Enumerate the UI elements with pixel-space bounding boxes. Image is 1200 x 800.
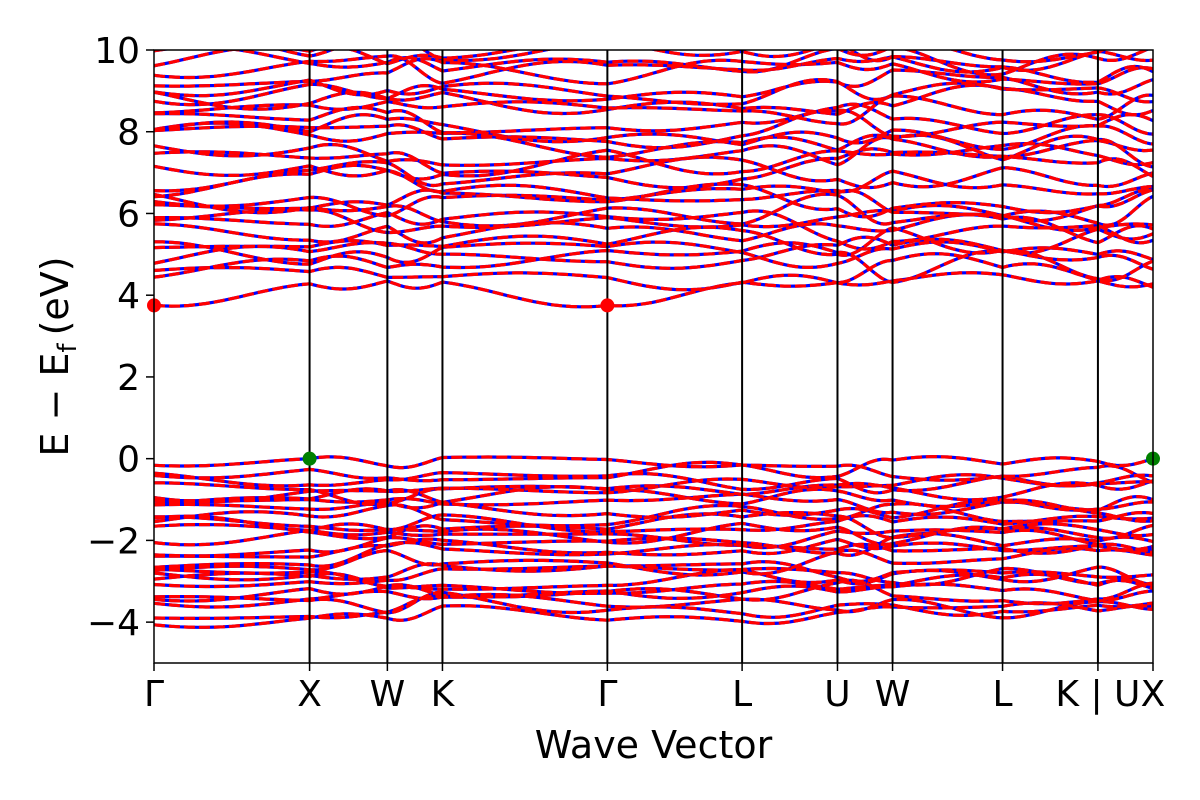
band-line-red xyxy=(154,83,1153,117)
x-tick-label: Γ xyxy=(597,674,617,715)
cbm-marker xyxy=(600,298,615,313)
y-tick-label: 2 xyxy=(117,358,140,399)
band-line-red xyxy=(154,590,1153,619)
y-axis-title-sub: f xyxy=(53,343,83,353)
band-line-red xyxy=(154,142,1153,181)
y-axis-title: E − Ef (eV) xyxy=(33,256,83,456)
x-tick-label: Γ xyxy=(144,674,164,715)
y-tick-label: 6 xyxy=(117,194,140,235)
x-tick-label: U xyxy=(824,674,850,715)
x-tick-label: W xyxy=(875,674,911,715)
x-tick-label: L xyxy=(993,674,1013,715)
x-tick-label: K | U xyxy=(1055,674,1140,715)
band-line-red xyxy=(154,184,1153,223)
x-axis-title: Wave Vector xyxy=(535,723,773,767)
y-tick-label: 4 xyxy=(117,276,140,317)
band-line-red xyxy=(154,57,1153,88)
band-edge-markers xyxy=(147,298,1160,466)
y-axis-title-unit: (eV) xyxy=(33,256,77,335)
x-tick-label: X xyxy=(1141,674,1166,715)
x-tick-label: K xyxy=(431,674,456,715)
high-symmetry-lines xyxy=(308,50,1099,663)
y-axis-title-main: E − E xyxy=(33,353,77,457)
y-tick-label: −2 xyxy=(87,521,140,562)
band-line-red xyxy=(154,113,1153,151)
y-tick-label: 10 xyxy=(94,31,140,72)
y-tick-label: 8 xyxy=(117,113,140,154)
x-tick-label: X xyxy=(297,674,322,715)
y-axis: −4 −2 0 2 4 6 8 10 xyxy=(87,31,154,644)
x-tick-label: L xyxy=(732,674,752,715)
plot-frame xyxy=(153,49,1154,664)
y-tick-label: 0 xyxy=(117,440,140,481)
vbm-marker xyxy=(302,451,317,466)
x-tick-label: W xyxy=(370,674,406,715)
band-line-red xyxy=(154,163,1153,203)
band-line-red xyxy=(154,271,1153,309)
band-line-red xyxy=(154,50,1153,74)
band-line-red xyxy=(154,68,1153,107)
band-line-red xyxy=(154,240,1153,269)
y-tick-label: −4 xyxy=(87,603,140,644)
